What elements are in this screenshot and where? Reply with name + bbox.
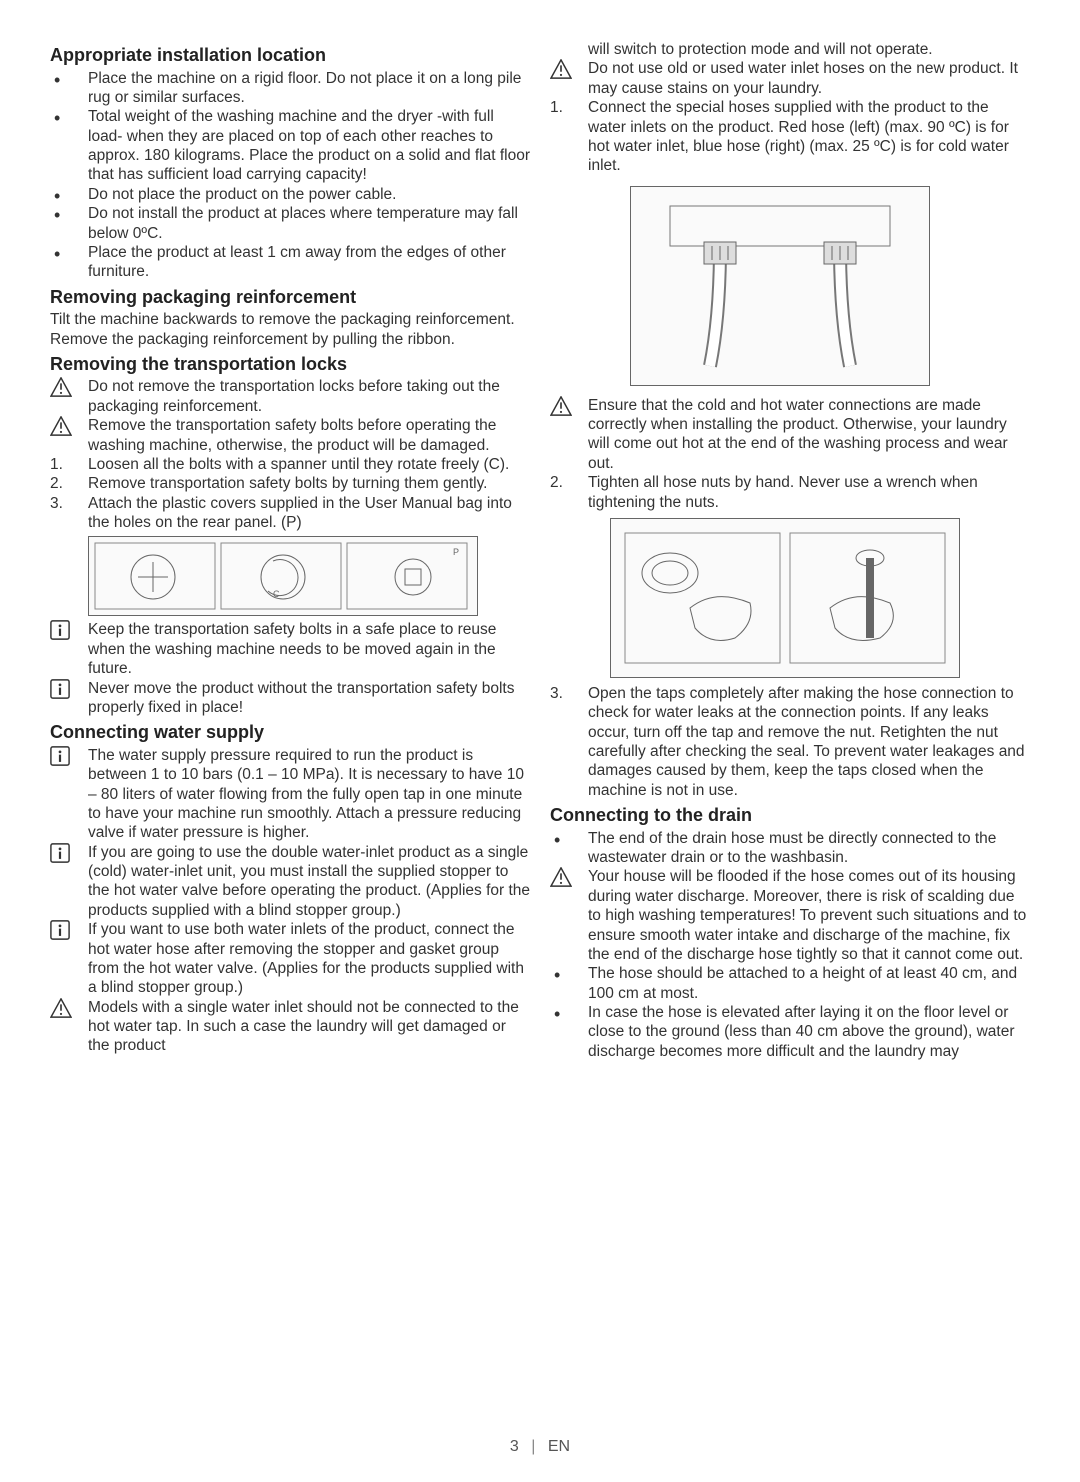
list-item: In case the hose is elevated after layin…: [550, 1003, 1030, 1061]
list-item: 3.Open the taps completely after making …: [550, 684, 1030, 800]
page-columns: Appropriate installation location Place …: [50, 40, 1030, 1061]
warning-icon: [550, 867, 574, 887]
warning-text: Ensure that the cold and hot water conne…: [588, 397, 1008, 472]
warning-text: Do not use old or used water inlet hoses…: [588, 60, 1018, 96]
info-text: If you want to use both water inlets of …: [88, 921, 524, 996]
heading-drain: Connecting to the drain: [550, 804, 1030, 827]
list-item: 1.Loosen all the bolts with a spanner un…: [50, 455, 530, 474]
page-footer: 3 | EN: [0, 1437, 1080, 1457]
heading-transport-locks: Removing the transportation locks: [50, 353, 530, 376]
figure-water-inlets: [630, 186, 930, 386]
warning-item: Do not use old or used water inlet hoses…: [550, 59, 1030, 98]
info-item: Keep the transportation safety bolts in …: [50, 620, 530, 678]
drain-list-2: The hose should be attached to a height …: [550, 964, 1030, 1061]
list-item: 2.Tighten all hose nuts by hand. Never u…: [550, 473, 1030, 512]
step-text: Attach the plastic covers supplied in th…: [88, 495, 512, 531]
packaging-text: Tilt the machine backwards to remove the…: [50, 310, 530, 349]
warning-icon: [550, 59, 574, 79]
list-item: Do not place the product on the power ca…: [50, 185, 530, 204]
warning-text: Remove the transportation safety bolts b…: [88, 417, 496, 453]
water-connect-steps-2: 2.Tighten all hose nuts by hand. Never u…: [550, 473, 1030, 512]
warning-item: Your house will be flooded if the hose c…: [550, 867, 1030, 964]
heading-packaging: Removing packaging reinforcement: [50, 286, 530, 309]
list-item: The end of the drain hose must be direct…: [550, 829, 1030, 868]
heading-water-supply: Connecting water supply: [50, 721, 530, 744]
list-item: Do not install the product at places whe…: [50, 204, 530, 243]
svg-text:P: P: [453, 547, 459, 557]
step-text: Remove transportation safety bolts by tu…: [88, 475, 487, 492]
heading-install-location: Appropriate installation location: [50, 44, 530, 67]
list-item: 2.Remove transportation safety bolts by …: [50, 474, 530, 493]
list-item: Place the product at least 1 cm away fro…: [50, 243, 530, 282]
info-item: If you are going to use the double water…: [50, 843, 530, 921]
transport-steps: 1.Loosen all the bolts with a spanner un…: [50, 455, 530, 533]
list-item: 3.Attach the plastic covers supplied in …: [50, 494, 530, 533]
info-text: The water supply pressure required to ru…: [88, 747, 524, 842]
warning-item: Do not remove the transportation locks b…: [50, 377, 530, 416]
info-icon: [50, 746, 74, 766]
figure-tighten-nuts: [610, 518, 960, 678]
footer-separator: |: [531, 1438, 535, 1455]
list-item: Place the machine on a rigid floor. Do n…: [50, 69, 530, 108]
warning-text: Models with a single water inlet should …: [88, 999, 519, 1055]
warning-icon: [50, 377, 74, 397]
warning-icon: [550, 396, 574, 416]
info-text: Never move the product without the trans…: [88, 680, 514, 716]
list-item: Total weight of the washing machine and …: [50, 107, 530, 185]
step-text: Open the taps completely after making th…: [588, 685, 1025, 799]
water-connect-steps-3: 3.Open the taps completely after making …: [550, 684, 1030, 800]
warning-item: Remove the transportation safety bolts b…: [50, 416, 530, 455]
info-icon: [50, 843, 74, 863]
info-text: If you are going to use the double water…: [88, 844, 530, 919]
list-item: 1.Connect the special hoses supplied wit…: [550, 98, 1030, 176]
info-item: The water supply pressure required to ru…: [50, 746, 530, 843]
drain-list: The end of the drain hose must be direct…: [550, 829, 1030, 868]
page-language: EN: [548, 1438, 570, 1455]
step-text: Connect the special hoses supplied with …: [588, 99, 1009, 174]
step-text: Tighten all hose nuts by hand. Never use…: [588, 474, 978, 510]
info-icon: [50, 920, 74, 940]
info-icon: [50, 620, 74, 640]
info-item: Never move the product without the trans…: [50, 679, 530, 718]
info-item: If you want to use both water inlets of …: [50, 920, 530, 998]
info-icon: [50, 679, 74, 699]
continuation-text: will switch to protection mode and will …: [550, 40, 1030, 59]
warning-text: Do not remove the transportation locks b…: [88, 378, 500, 414]
step-text: Loosen all the bolts with a spanner unti…: [88, 456, 509, 473]
info-text: Keep the transportation safety bolts in …: [88, 621, 496, 677]
water-connect-steps: 1.Connect the special hoses supplied wit…: [550, 98, 1030, 176]
figure-bolt-removal: C P: [88, 536, 478, 616]
warning-icon: [50, 416, 74, 436]
left-column: Appropriate installation location Place …: [50, 40, 530, 1061]
warning-item: Ensure that the cold and hot water conne…: [550, 396, 1030, 474]
page-number: 3: [510, 1438, 519, 1455]
warning-icon: [50, 998, 74, 1018]
warning-text: Your house will be flooded if the hose c…: [588, 868, 1026, 963]
warning-item: Models with a single water inlet should …: [50, 998, 530, 1056]
list-item: The hose should be attached to a height …: [550, 964, 1030, 1003]
install-location-list: Place the machine on a rigid floor. Do n…: [50, 69, 530, 282]
right-column: will switch to protection mode and will …: [550, 40, 1030, 1061]
